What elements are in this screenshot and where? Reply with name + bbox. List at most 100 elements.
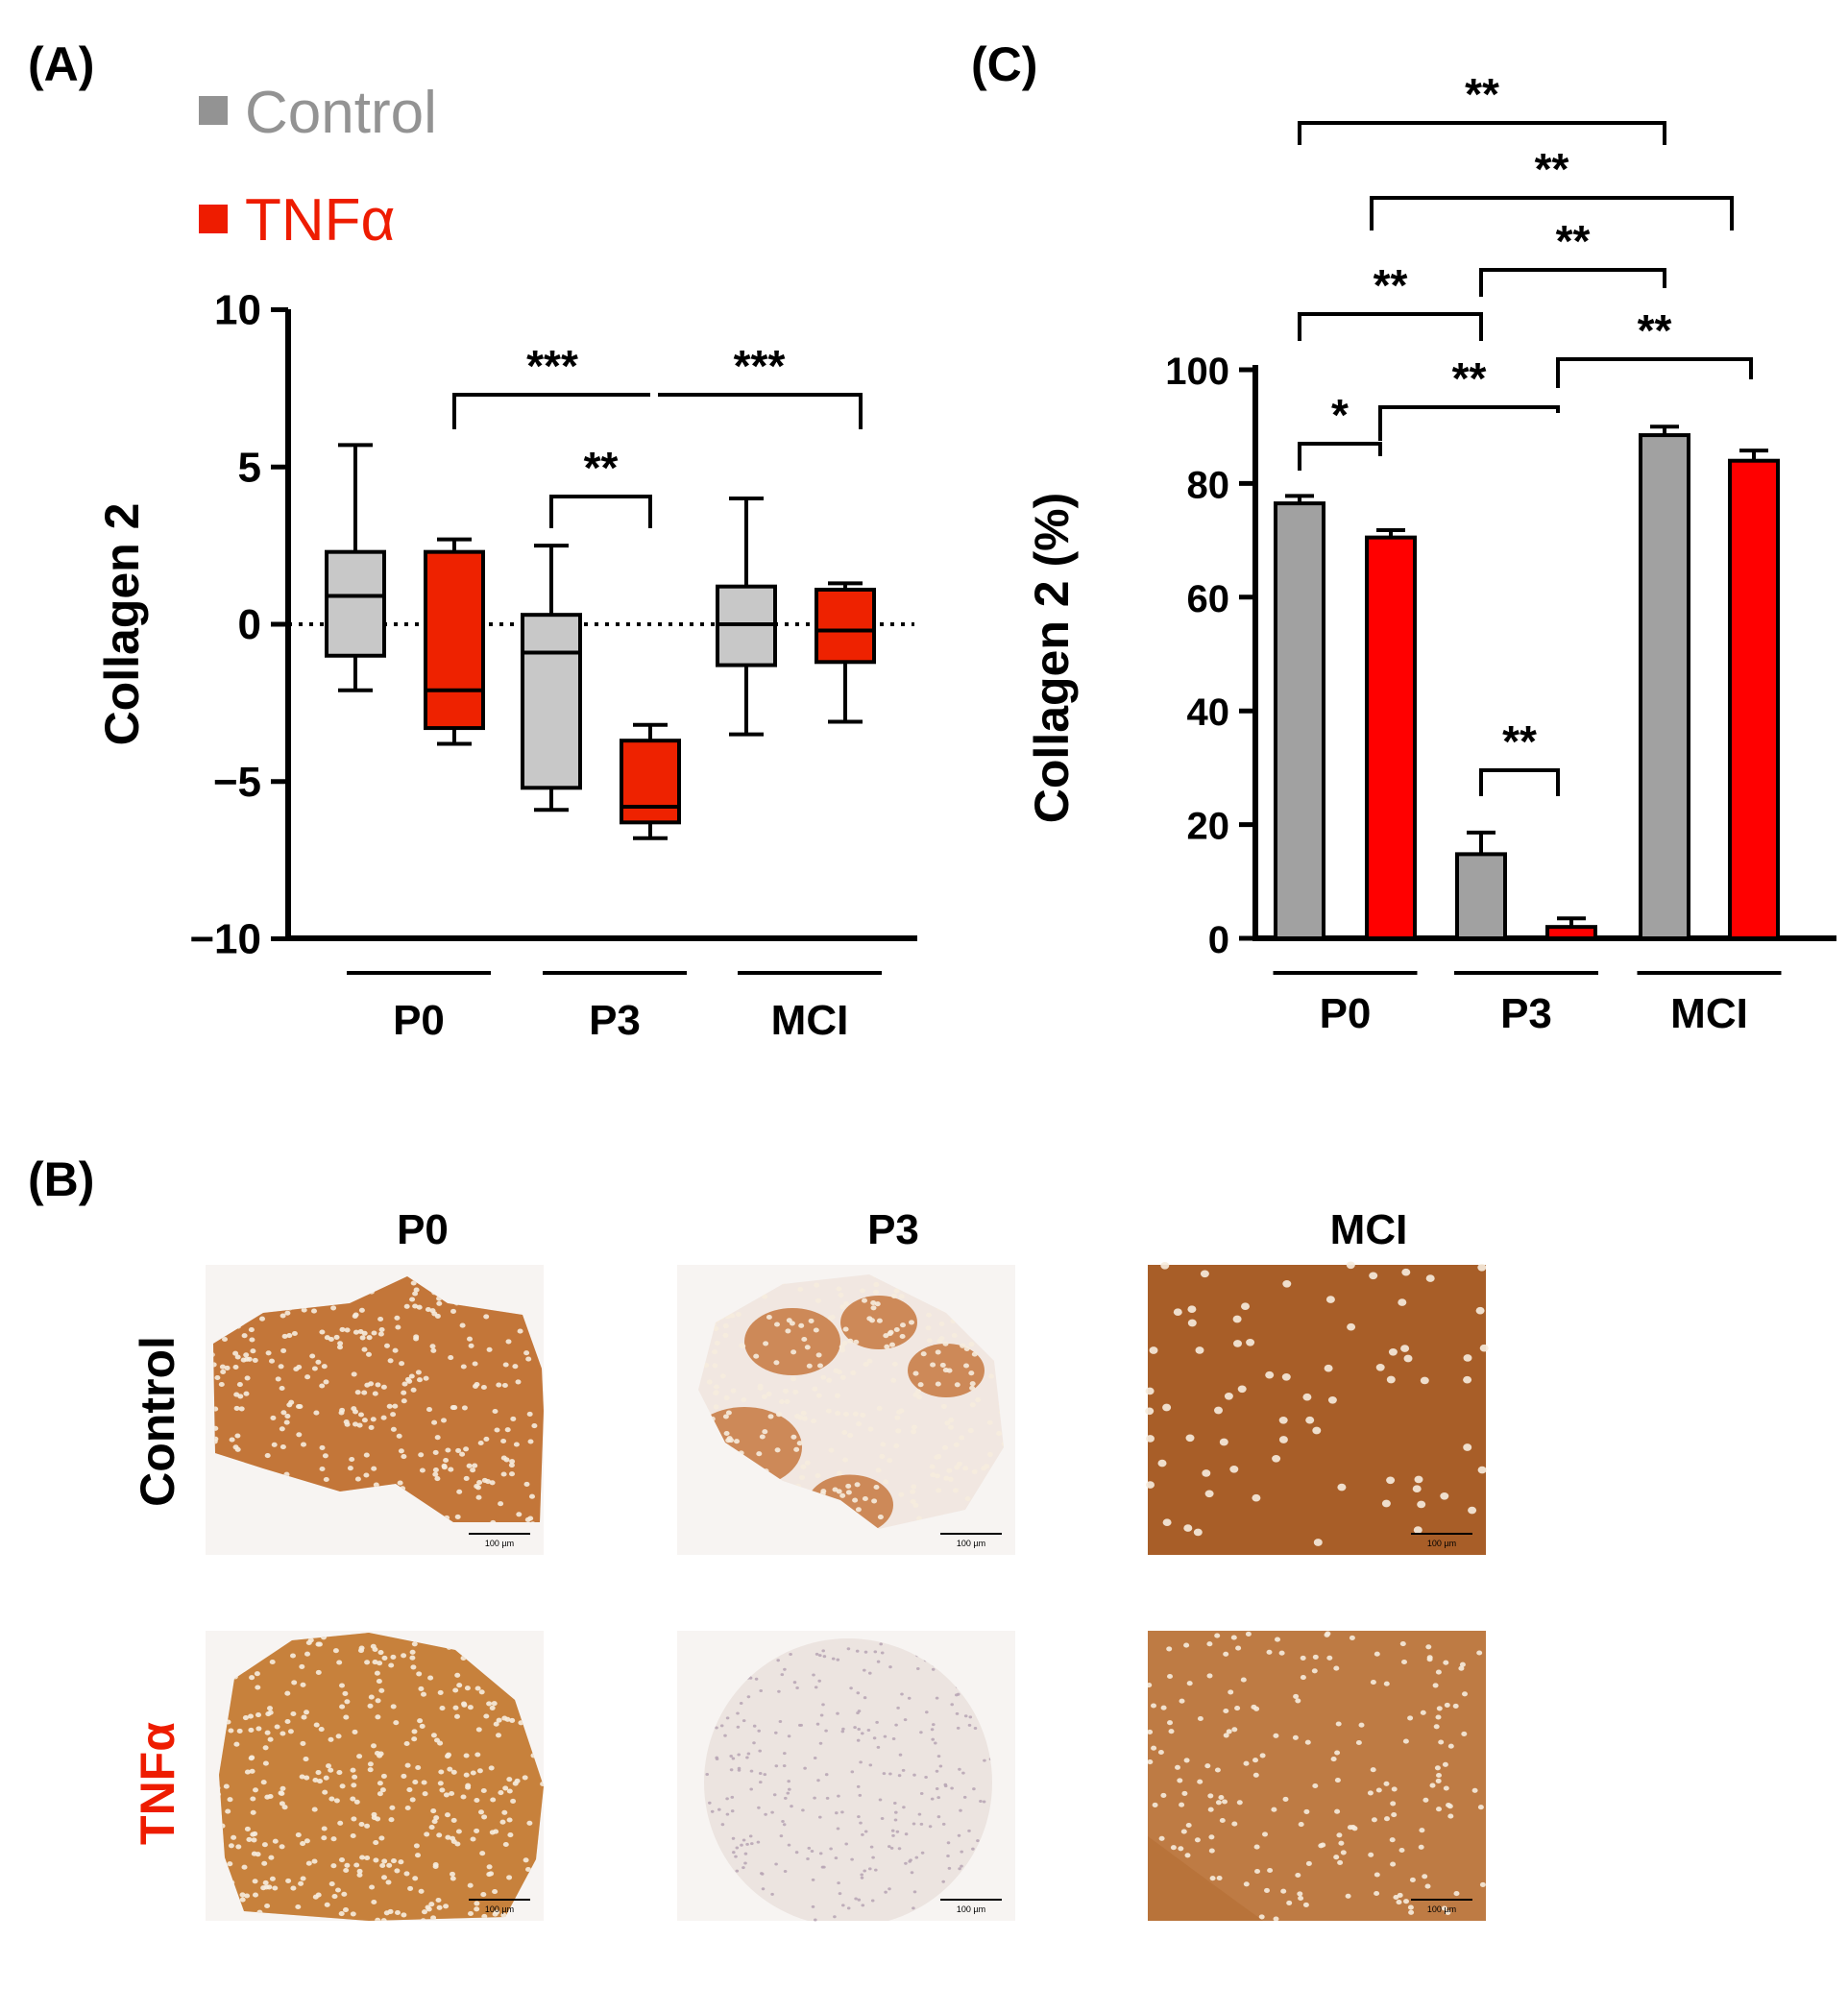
cell-lacuna xyxy=(814,1282,820,1288)
cell-lacuna xyxy=(866,1316,873,1322)
cell-lacuna xyxy=(737,1766,742,1770)
cell-lacuna xyxy=(770,1810,774,1814)
cell-lacuna xyxy=(1223,1708,1229,1714)
cell-lacuna xyxy=(463,1772,470,1778)
cell-lacuna xyxy=(286,1402,293,1408)
cell-lacuna xyxy=(401,1454,407,1460)
cell-lacuna xyxy=(1208,1834,1215,1840)
cell-lacuna xyxy=(746,1695,751,1699)
cell-lacuna xyxy=(735,1311,742,1318)
cell-lacuna xyxy=(878,1798,883,1802)
cell-lacuna xyxy=(1216,1875,1223,1881)
cell-lacuna xyxy=(894,1723,898,1727)
cell-lacuna xyxy=(492,1408,498,1415)
cell-lacuna xyxy=(403,1740,410,1747)
cell-lacuna xyxy=(942,1444,948,1450)
cell-lacuna xyxy=(408,1373,415,1379)
cell-lacuna xyxy=(335,1887,341,1893)
cell-lacuna xyxy=(315,1770,322,1776)
cell-lacuna xyxy=(954,1382,960,1388)
cell-lacuna xyxy=(739,1343,745,1348)
cell-lacuna xyxy=(489,1705,496,1710)
cell-lacuna xyxy=(824,1729,828,1733)
cell-lacuna xyxy=(295,1832,302,1838)
cell-lacuna xyxy=(1324,1632,1330,1637)
cell-lacuna xyxy=(283,1419,290,1425)
cell-lacuna xyxy=(963,1714,968,1718)
cell-lacuna xyxy=(271,1442,278,1447)
group-label-mci: MCI xyxy=(1670,990,1748,1037)
cell-lacuna xyxy=(244,1826,251,1831)
cell-lacuna xyxy=(454,1713,460,1719)
cell-lacuna xyxy=(1262,1831,1268,1837)
cell-lacuna xyxy=(1337,1483,1347,1492)
cell-lacuna xyxy=(964,1496,971,1502)
cell-lacuna xyxy=(1368,1852,1374,1857)
cell-lacuna xyxy=(381,1858,388,1864)
cell-lacuna xyxy=(279,1801,285,1807)
cell-lacuna xyxy=(857,1815,861,1819)
cell-lacuna xyxy=(371,1899,377,1905)
cell-lacuna xyxy=(875,1467,882,1473)
y-tick-label: −5 xyxy=(213,759,261,806)
cell-lacuna xyxy=(253,1892,258,1898)
cell-lacuna xyxy=(916,1516,922,1521)
tissue-fill xyxy=(704,1638,992,1921)
cell-lacuna xyxy=(300,1841,306,1847)
sig-bracket-p3c-mcic-line xyxy=(1479,268,1666,297)
cell-lacuna xyxy=(874,1301,881,1307)
cell-lacuna xyxy=(284,1414,291,1419)
cell-lacuna xyxy=(454,1514,461,1519)
cell-lacuna xyxy=(265,1350,272,1356)
cell-lacuna xyxy=(971,1351,978,1357)
cell-lacuna xyxy=(1443,1660,1449,1665)
cell-lacuna xyxy=(1422,1874,1428,1880)
cell-lacuna xyxy=(249,1675,255,1681)
cell-lacuna xyxy=(299,1774,305,1780)
cell-lacuna xyxy=(790,1376,796,1382)
cell-lacuna xyxy=(728,1438,734,1443)
cell-lacuna xyxy=(223,1783,230,1789)
cell-lacuna xyxy=(214,1374,221,1381)
cell-lacuna xyxy=(849,1686,853,1690)
bar-p0-control xyxy=(1274,494,1325,940)
cell-lacuna xyxy=(836,1489,842,1494)
cell-lacuna xyxy=(266,1884,273,1890)
sig-bracket-p3-line xyxy=(549,495,652,528)
cell-lacuna xyxy=(523,1857,529,1863)
micrograph-p0-tnfa: 100 µm xyxy=(206,1631,544,1921)
cell-lacuna xyxy=(1409,1877,1416,1882)
cell-lacuna xyxy=(249,1337,255,1343)
cell-lacuna xyxy=(1145,1387,1155,1395)
cell-lacuna xyxy=(815,1352,822,1358)
cell-lacuna xyxy=(468,1910,474,1917)
cell-lacuna xyxy=(1370,1680,1376,1686)
cell-lacuna xyxy=(448,1355,454,1361)
cell-lacuna xyxy=(377,1661,383,1666)
cell-lacuna xyxy=(339,1326,346,1332)
cell-lacuna xyxy=(269,1659,276,1665)
group-label-p0: P0 xyxy=(393,997,445,1044)
cell-lacuna xyxy=(367,1767,374,1773)
cell-lacuna xyxy=(863,1696,867,1700)
cell-lacuna xyxy=(474,1686,481,1691)
cell-lacuna xyxy=(371,1815,377,1821)
cell-lacuna xyxy=(338,1911,345,1917)
bar xyxy=(1728,458,1780,940)
cell-lacuna xyxy=(508,1463,515,1468)
cell-lacuna xyxy=(940,1403,947,1409)
stain-gradient xyxy=(1148,1265,1486,1555)
cell-lacuna xyxy=(1463,1354,1472,1362)
cell-lacuna xyxy=(912,1370,919,1376)
cell-lacuna xyxy=(868,1671,872,1675)
cell-lacuna xyxy=(860,1412,866,1418)
cell-lacuna xyxy=(763,1341,769,1346)
cell-lacuna xyxy=(509,1471,515,1477)
cell-lacuna xyxy=(783,1388,789,1394)
cell-lacuna xyxy=(409,1797,416,1803)
cell-lacuna xyxy=(743,1861,747,1865)
cell-lacuna xyxy=(491,1701,498,1707)
cell-lacuna xyxy=(948,1417,955,1423)
sig-bracket-p3c-mcic-label: ** xyxy=(1556,216,1591,266)
cell-lacuna xyxy=(845,1483,852,1489)
